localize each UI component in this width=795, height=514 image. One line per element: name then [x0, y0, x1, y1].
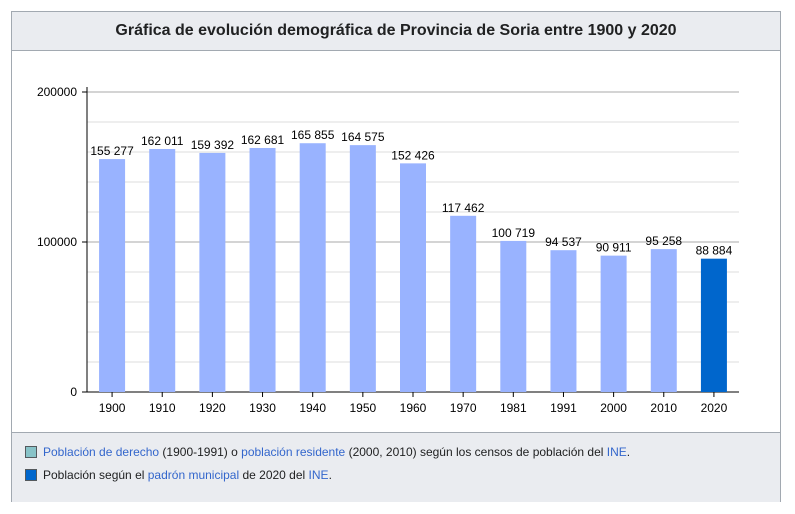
link-ine[interactable]: INE [308, 468, 329, 482]
bar-value-label: 159 392 [191, 138, 235, 152]
bar-value-label: 94 537 [545, 235, 582, 249]
y-tick-label: 0 [70, 385, 77, 399]
bar [450, 215, 477, 392]
x-tick-label: 2010 [650, 401, 677, 415]
bar-chart: 200000 100000 0 155 277 1900 162 011 1910 159 3… [37, 85, 739, 415]
link-padron-municipal[interactable]: padrón municipal [147, 468, 240, 482]
legend-text: (1900-1991) o [159, 445, 242, 459]
x-tick-label: 1991 [550, 401, 577, 415]
legend-row-census: Población de derecho (1900-1991) o pobla… [25, 445, 630, 459]
bar [199, 152, 226, 392]
bar [99, 159, 126, 392]
x-tick-label: 1950 [349, 401, 376, 415]
x-tick-label: 1981 [500, 401, 527, 415]
bar-value-label: 155 277 [90, 144, 134, 158]
legend-swatch-census [25, 446, 37, 458]
bar [400, 163, 426, 392]
link-poblacion-residente[interactable]: población residente [241, 445, 346, 459]
bar [500, 240, 527, 392]
legend-text: (2000, 2010) según los censos de poblaci… [345, 445, 607, 459]
bar [600, 255, 627, 392]
chart-frame: Gráfica de evolución demográfica de Prov… [11, 11, 781, 502]
bar-value-label: 117 462 [442, 201, 485, 215]
legend-swatch-padron [25, 469, 37, 481]
bar [349, 145, 376, 392]
legend-text: Población según el [43, 468, 148, 482]
legend-text: . [328, 468, 332, 482]
bar-value-label: 90 911 [596, 241, 632, 255]
bar-value-label: 164 575 [341, 130, 385, 144]
x-tick-label: 1900 [99, 401, 126, 415]
link-ine[interactable]: INE [606, 445, 627, 459]
bar-value-label: 100 719 [492, 226, 536, 240]
bar [700, 258, 727, 392]
legend: Población de derecho (1900-1991) o pobla… [12, 432, 780, 502]
x-tick-label: 1940 [299, 401, 326, 415]
legend-text: de 2020 del [239, 468, 309, 482]
bar [650, 249, 677, 392]
chart-area: 200000 100000 0 155 277 1900 162 011 1910 159 3… [12, 51, 780, 432]
bar-value-label: 152 426 [391, 148, 435, 162]
x-tick-label: 2000 [600, 401, 627, 415]
bar-value-label: 162 681 [241, 133, 285, 147]
bar-value-label: 95 258 [645, 234, 682, 248]
x-tick-label: 1920 [199, 401, 226, 415]
bar-value-label: 88 884 [696, 244, 733, 258]
legend-text: . [626, 445, 631, 459]
bar [149, 148, 176, 392]
y-tick-label: 100000 [37, 235, 77, 249]
bar [299, 143, 326, 392]
chart-title: Gráfica de evolución demográfica de Prov… [12, 12, 780, 51]
bar [550, 250, 577, 392]
x-tick-label: 2020 [701, 401, 728, 415]
bar-value-label: 162 011 [141, 134, 184, 148]
link-poblacion-derecho[interactable]: Población de derecho [43, 445, 160, 459]
x-tick-label: 1930 [249, 401, 276, 415]
y-tick-label: 200000 [37, 85, 77, 99]
x-tick-label: 1960 [400, 401, 427, 415]
x-tick-label: 1910 [149, 401, 176, 415]
x-tick-label: 1970 [450, 401, 477, 415]
legend-row-padron: Población según el padrón municipal de 2… [25, 468, 332, 482]
bar-value-label: 165 855 [291, 128, 335, 142]
bar [249, 147, 276, 392]
